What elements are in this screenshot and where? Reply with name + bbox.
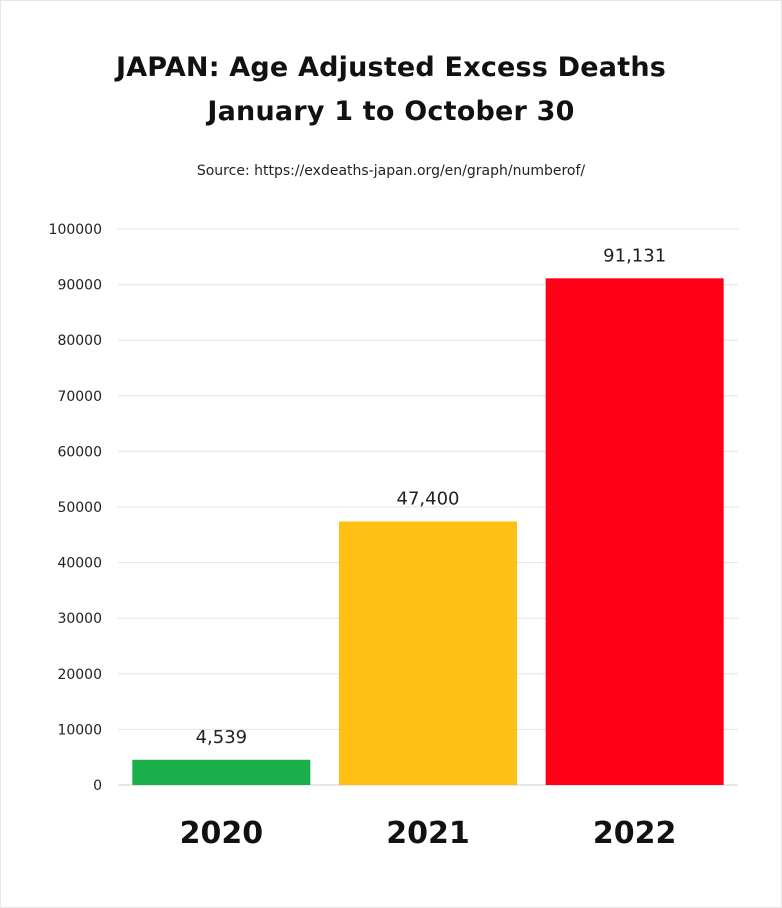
y-tick-label: 0 — [93, 778, 102, 794]
y-tick-label: 60000 — [57, 444, 102, 460]
chart-title: JAPAN: Age Adjusted Excess Deaths — [115, 52, 667, 83]
bar-2020 — [132, 759, 311, 785]
y-tick-label: 20000 — [57, 667, 102, 683]
data-label-2022: 91,131 — [603, 245, 666, 266]
y-tick-label: 70000 — [57, 389, 102, 405]
x-category-label-2022: 2022 — [593, 816, 677, 851]
y-tick-label: 30000 — [57, 611, 102, 627]
y-tick-label: 40000 — [57, 556, 102, 572]
x-category-label-2021: 2021 — [386, 816, 470, 851]
y-tick-label: 50000 — [57, 500, 102, 516]
bar-2022 — [545, 278, 724, 785]
chart-subtitle: January 1 to October 30 — [207, 96, 575, 127]
y-tick-label: 90000 — [57, 278, 102, 294]
data-label-2020: 4,539 — [196, 727, 248, 748]
data-label-2021: 47,400 — [397, 488, 460, 509]
y-tick-label: 80000 — [57, 333, 102, 349]
y-tick-label: 10000 — [57, 722, 102, 738]
bar-2021 — [339, 521, 517, 785]
x-category-label-2020: 2020 — [180, 816, 264, 851]
chart-source: Source: https://exdeaths-japan.org/en/gr… — [196, 163, 586, 179]
y-tick-label: 100000 — [49, 222, 102, 238]
